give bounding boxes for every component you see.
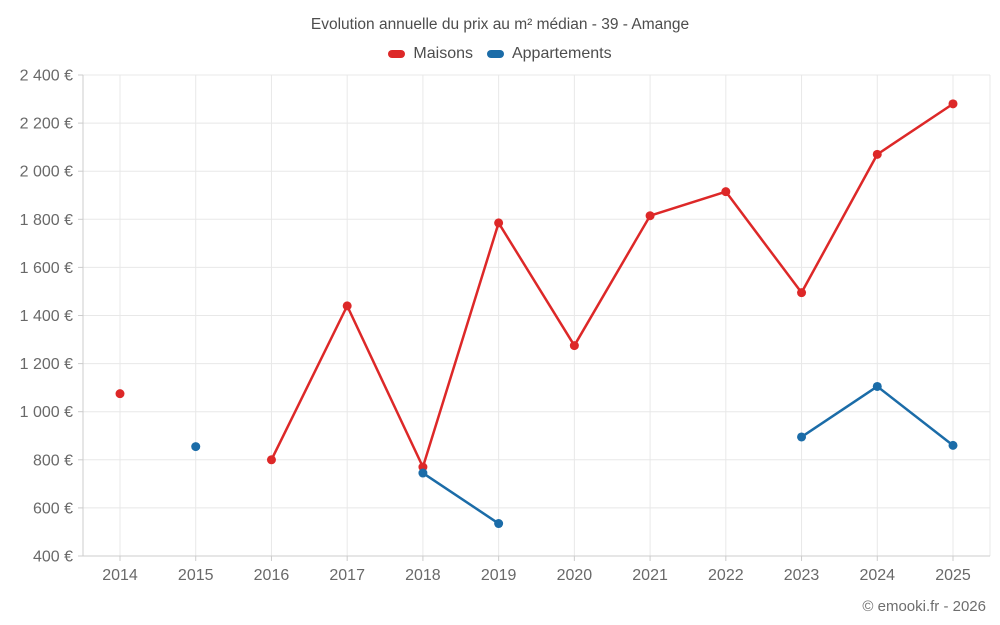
- maisons-data-point[interactable]: [872, 149, 882, 159]
- legend-label-maisons: Maisons: [413, 45, 473, 62]
- maisons-data-point[interactable]: [115, 389, 125, 399]
- legend-item-appartements[interactable]: Appartements: [486, 45, 612, 63]
- y-axis-tick-label: 2 200 €: [20, 116, 73, 133]
- x-axis-tick-label: 2019: [481, 567, 517, 584]
- appartements-data-point[interactable]: [494, 519, 504, 529]
- x-axis-tick-label: 2018: [405, 567, 441, 584]
- y-axis-tick-label: 2 400 €: [20, 68, 73, 85]
- chart-legend: Maisons Appartements: [0, 45, 1000, 63]
- x-axis-tick-label: 2022: [708, 567, 744, 584]
- y-axis-tick-label: 1 400 €: [20, 308, 73, 325]
- y-axis-tick-label: 1 600 €: [20, 260, 73, 277]
- maisons-data-point[interactable]: [797, 288, 807, 298]
- legend-item-maisons[interactable]: Maisons: [388, 45, 473, 63]
- x-axis-tick-label: 2023: [784, 567, 820, 584]
- appartements-data-point[interactable]: [872, 381, 882, 391]
- y-axis-tick-label: 400 €: [33, 549, 73, 566]
- legend-label-appartements: Appartements: [511, 45, 612, 62]
- maisons-data-point[interactable]: [645, 211, 655, 221]
- maisons-data-point[interactable]: [721, 187, 731, 197]
- appartements-data-point[interactable]: [948, 440, 958, 450]
- appartements-series-line: [421, 471, 500, 525]
- maisons-data-point[interactable]: [569, 341, 579, 351]
- maisons-data-point[interactable]: [948, 99, 958, 109]
- chart-title: Evolution annuelle du prix au m² médian …: [310, 16, 690, 33]
- appartements-data-point[interactable]: [418, 468, 428, 478]
- y-axis-tick-label: 1 800 €: [20, 212, 73, 229]
- appartements-data-point[interactable]: [797, 432, 807, 442]
- appartements-data-point[interactable]: [191, 442, 201, 452]
- x-axis-tick-label: 2014: [102, 567, 138, 584]
- maisons-series-swatch-icon: [388, 50, 406, 58]
- y-axis-tick-label: 800 €: [33, 452, 73, 469]
- x-axis-tick-label: 2015: [178, 567, 214, 584]
- maisons-series-line: [270, 102, 955, 469]
- y-axis-tick-label: 1 000 €: [20, 404, 73, 421]
- x-axis-tick-label: 2021: [632, 567, 668, 584]
- footer-credit-link[interactable]: © emooki.fr - 2026: [862, 598, 986, 615]
- appartements-series-swatch-icon: [486, 50, 504, 58]
- x-axis-tick-label: 2016: [254, 567, 290, 584]
- y-axis-tick-label: 1 200 €: [20, 356, 73, 373]
- x-axis-tick-label: 2020: [557, 567, 593, 584]
- x-axis-tick-label: 2025: [935, 567, 971, 584]
- y-axis-tick-label: 600 €: [33, 500, 73, 517]
- y-axis-tick-label: 2 000 €: [20, 164, 73, 181]
- maisons-data-point[interactable]: [266, 455, 276, 465]
- maisons-data-point[interactable]: [494, 218, 504, 228]
- x-axis-tick-label: 2017: [329, 567, 365, 584]
- x-axis-tick-label: 2024: [859, 567, 895, 584]
- maisons-data-point[interactable]: [342, 301, 352, 311]
